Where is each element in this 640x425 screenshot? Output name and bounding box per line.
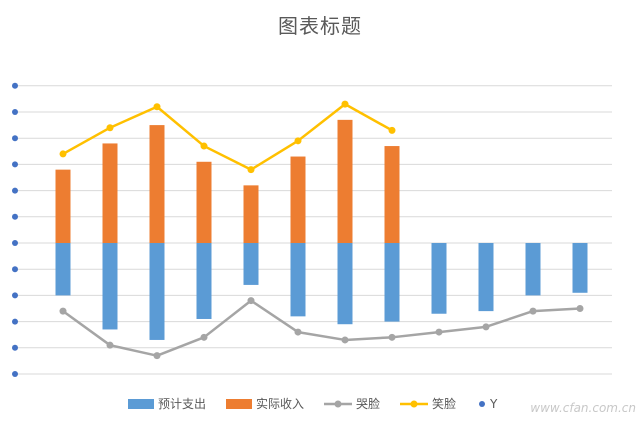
series-line — [62, 102, 393, 171]
scatter-point — [12, 82, 18, 89]
bar — [384, 146, 400, 243]
scatter-point — [12, 240, 18, 246]
line-point — [153, 103, 161, 111]
legend-marker — [334, 400, 342, 408]
scatter-point — [12, 344, 18, 351]
legend-item: 预计支出 — [128, 397, 206, 411]
line-point — [294, 328, 302, 336]
line-point — [341, 336, 349, 344]
bar — [55, 243, 71, 296]
series-lines — [59, 100, 584, 360]
legend-item: 实际收入 — [226, 396, 304, 411]
bar — [384, 243, 400, 322]
scatter-point — [12, 109, 18, 115]
scatter-point — [12, 213, 18, 220]
legend: 预计支出 实际收入 哭脸 笑脸 Y — [128, 396, 498, 411]
bars — [55, 119, 588, 340]
bar — [102, 243, 118, 330]
line-point — [341, 100, 349, 108]
legend-label: Y — [489, 397, 498, 411]
legend-swatch — [226, 399, 252, 409]
bar — [290, 156, 306, 243]
legend-label: 哭脸 — [356, 397, 380, 411]
bar — [478, 243, 494, 312]
bar — [525, 243, 541, 296]
scatter-point — [12, 318, 18, 325]
line-point — [59, 150, 67, 158]
bar — [149, 125, 165, 243]
bar — [431, 243, 447, 314]
legend-marker — [479, 401, 485, 407]
bar — [149, 243, 165, 340]
line-point — [576, 305, 584, 312]
scatter-point — [12, 371, 18, 377]
legend-marker — [410, 400, 418, 408]
legend-label: 预计支出 — [158, 397, 206, 411]
bar — [196, 243, 212, 319]
line-point — [388, 333, 396, 341]
line-point — [388, 126, 396, 134]
line-point — [247, 297, 255, 305]
line-point — [529, 307, 537, 315]
line-point — [106, 124, 114, 132]
legend-label: 实际收入 — [256, 396, 304, 411]
series-line — [62, 299, 581, 357]
bar — [196, 161, 212, 243]
legend-item: Y — [479, 397, 498, 411]
bar — [572, 243, 588, 293]
legend-label: 笑脸 — [432, 396, 456, 411]
bar — [337, 119, 353, 243]
line-point — [294, 137, 302, 145]
legend-swatch — [128, 399, 154, 409]
y-scatter-points — [12, 82, 18, 377]
bar — [102, 143, 118, 243]
bar — [55, 169, 71, 243]
line-point — [247, 166, 255, 174]
line-point — [435, 328, 443, 336]
line-point — [59, 307, 67, 315]
bar — [243, 243, 259, 285]
legend-item: 哭脸 — [324, 397, 380, 411]
scatter-point — [12, 266, 18, 273]
scatter-point — [12, 187, 18, 194]
watermark: www.cfan.com.cn — [530, 401, 636, 415]
bar — [243, 185, 259, 243]
line-point — [200, 142, 208, 150]
scatter-point — [12, 292, 18, 299]
line-point — [106, 341, 114, 349]
line-point — [200, 333, 208, 341]
line-point — [482, 323, 490, 331]
bar — [337, 243, 353, 325]
scatter-point — [12, 135, 18, 142]
legend-item: 笑脸 — [400, 396, 456, 411]
scatter-point — [12, 161, 18, 168]
line-point — [153, 352, 161, 360]
chart-title: 图表标题 — [278, 14, 362, 38]
bar — [290, 243, 306, 317]
